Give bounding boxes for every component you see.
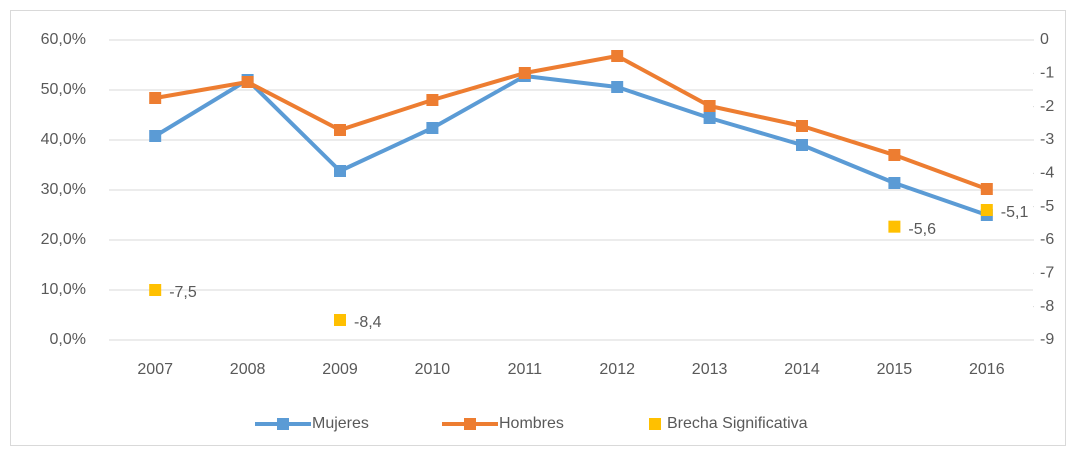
data-label: -5,1 xyxy=(1001,204,1029,221)
marker xyxy=(611,81,624,93)
y2-tick-label: -7 xyxy=(1040,265,1054,282)
data-label: -7,5 xyxy=(169,284,197,301)
marker xyxy=(518,67,531,79)
marker xyxy=(703,112,716,124)
y2-tick-label: -5 xyxy=(1040,198,1054,215)
y-tick-label: 30,0% xyxy=(41,181,86,198)
marker xyxy=(149,284,162,296)
marker xyxy=(334,124,346,136)
y-tick-label: 10,0% xyxy=(41,281,86,298)
marker xyxy=(796,139,808,151)
marker xyxy=(796,120,808,132)
marker xyxy=(426,94,439,106)
y2-tick-label: -4 xyxy=(1040,165,1054,182)
y-tick-label: 0,0% xyxy=(50,331,86,348)
x-tick-label: 2016 xyxy=(969,361,1005,378)
marker xyxy=(426,122,439,134)
x-tick-label: 2009 xyxy=(322,361,358,378)
y2-tick-label: -3 xyxy=(1040,131,1054,148)
legend-marker xyxy=(464,418,476,430)
series-line xyxy=(154,54,988,191)
legend-label: Brecha Significativa xyxy=(667,415,808,432)
marker xyxy=(611,50,624,62)
y2-tick-label: -8 xyxy=(1040,298,1054,315)
legend-label: Mujeres xyxy=(312,415,369,432)
marker xyxy=(149,92,162,104)
marker xyxy=(980,183,993,195)
x-tick-label: 2014 xyxy=(784,361,820,378)
x-tick-label: 2012 xyxy=(599,361,635,378)
y2-tick-label: -2 xyxy=(1040,98,1054,115)
y2-tick-label: -9 xyxy=(1040,331,1054,348)
x-tick-label: 2011 xyxy=(508,361,543,378)
x-tick-label: 2007 xyxy=(137,361,173,378)
marker xyxy=(334,314,346,326)
y-tick-label: 40,0% xyxy=(41,131,86,148)
legend-marker xyxy=(277,418,289,430)
y2-tick-label: -6 xyxy=(1040,231,1054,248)
x-tick-label: 2008 xyxy=(230,361,266,378)
y-tick-label: 50,0% xyxy=(41,81,86,98)
marker xyxy=(888,177,901,189)
marker xyxy=(888,220,901,233)
marker xyxy=(241,76,254,88)
marker xyxy=(980,204,993,216)
marker xyxy=(149,130,162,142)
data-label: -8,4 xyxy=(354,314,382,331)
marker xyxy=(334,165,346,177)
marker xyxy=(888,149,901,161)
y-tick-label: 20,0% xyxy=(41,231,86,248)
x-tick-label: 2015 xyxy=(877,361,913,378)
y2-tick-label: 0 xyxy=(1040,31,1049,48)
x-tick-label: 2010 xyxy=(415,361,451,378)
y-tick-label: 60,0% xyxy=(41,31,86,48)
series-line xyxy=(154,74,988,217)
data-label: -5,6 xyxy=(908,221,936,238)
y2-tick-label: -1 xyxy=(1040,65,1054,82)
legend-label: Hombres xyxy=(499,415,564,432)
x-tick-label: 2013 xyxy=(692,361,728,378)
legend-marker xyxy=(649,418,661,430)
marker xyxy=(703,100,716,112)
